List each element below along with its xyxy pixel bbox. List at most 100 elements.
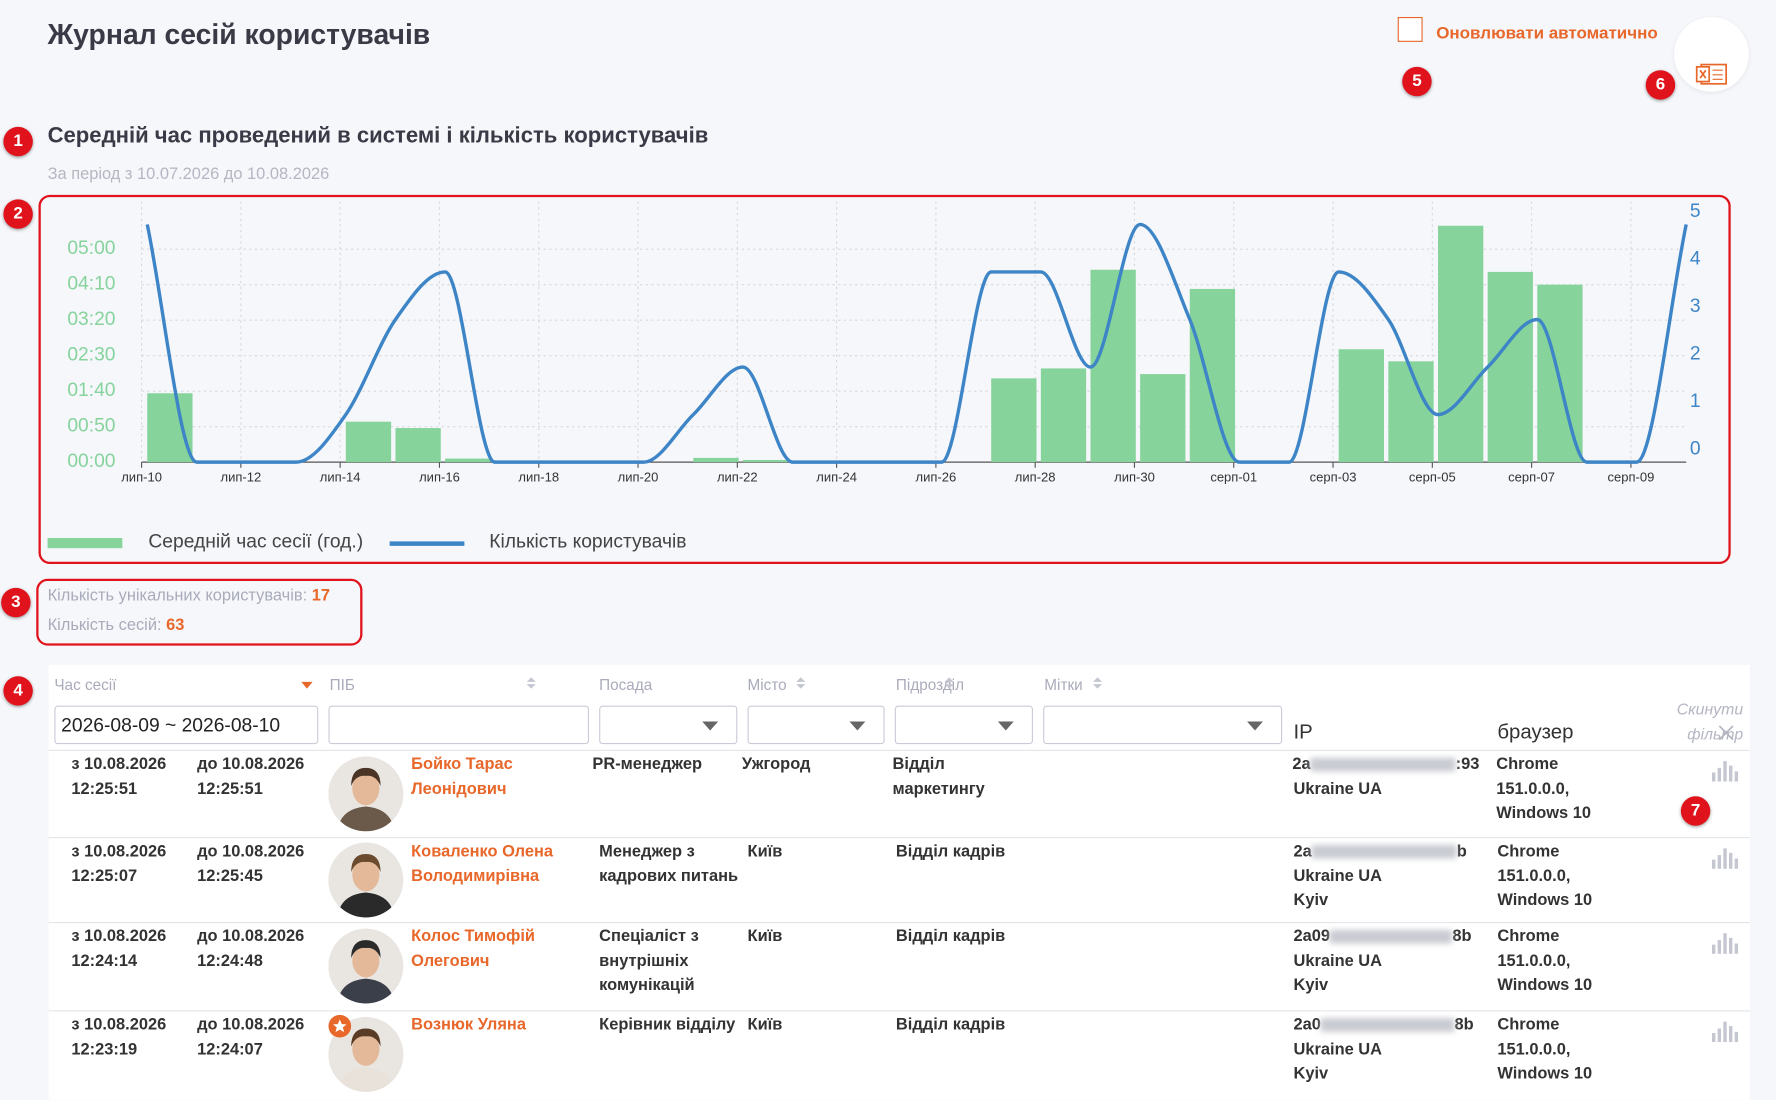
session-end: до 10.08.2026 12:24:48 <box>197 927 305 971</box>
ip-blurred <box>1311 845 1457 859</box>
sessions-table: Час сесії ПІБ Посада Місто Підрозділ Мітки 202… <box>48 664 1750 1100</box>
user-name: Бойко Тарас Леонідович <box>411 755 513 798</box>
sort-icon[interactable] <box>1092 675 1103 691</box>
chart-subtitle: За період з 10.07.2026 до 10.08.2026 <box>47 165 330 184</box>
stats-icon[interactable] <box>1711 1019 1739 1044</box>
browser: Chrome 151.0.0.0, Windows 10 <box>1497 842 1593 910</box>
x-tick-label: лип-12 <box>221 469 262 484</box>
sort-active-icon[interactable] <box>301 681 313 689</box>
city: Київ <box>747 1015 783 1035</box>
reset-icon[interactable] <box>1718 725 1734 741</box>
column-header[interactable]: Місто <box>747 676 787 694</box>
sort-icon[interactable] <box>526 675 537 691</box>
location: Ukraine UA <box>1293 779 1383 798</box>
ip-visible-start: 2a09 <box>1293 927 1331 946</box>
y2-tick-label: 1 <box>1690 391 1701 412</box>
browser: Chrome 151.0.0.0, Windows 10 <box>1496 755 1592 823</box>
y2-tick-label: 5 <box>1690 201 1701 222</box>
ip-visible-start: 2a <box>1293 842 1312 861</box>
y2-tick-label: 4 <box>1690 249 1701 270</box>
bar <box>742 459 789 463</box>
ip-visible-start: 2a0 <box>1293 1015 1321 1035</box>
filter-input[interactable] <box>599 705 738 745</box>
ip-visible-end: 8b <box>1452 927 1472 946</box>
dropdown-arrow[interactable] <box>702 721 719 731</box>
stats-icon[interactable] <box>1711 846 1739 871</box>
department: Відділ маркетингу <box>892 755 985 798</box>
stats-users: Кількість унікальних користувачів: 17 <box>48 587 330 605</box>
x-tick-label: лип-20 <box>618 469 659 484</box>
stats-icon[interactable] <box>1711 759 1739 784</box>
filter-input[interactable] <box>747 705 885 745</box>
x-tick-label: серп-01 <box>1210 469 1257 484</box>
x-tick-label: лип-30 <box>1114 469 1155 484</box>
ip-visible-end: :93 <box>1455 755 1480 774</box>
bar <box>1140 374 1186 463</box>
auto-refresh-label[interactable]: Оновлювати автоматично <box>1436 23 1658 44</box>
x-tick-label: лип-24 <box>816 469 857 484</box>
ip-blurred <box>1320 1018 1455 1033</box>
browser: Chrome 151.0.0.0, Windows 10 <box>1497 1015 1593 1083</box>
x-tick-label: лип-14 <box>320 469 361 484</box>
row-divider <box>48 749 1750 751</box>
y-tick-label: 00:50 <box>67 416 115 437</box>
y-tick-label: 00:00 <box>67 451 115 472</box>
stats-icon[interactable] <box>1711 931 1739 956</box>
avatar <box>328 756 404 831</box>
excel-icon <box>1695 63 1728 85</box>
legend-label: Середній час сесії (год.) <box>148 532 363 553</box>
column-header: IP <box>1293 720 1313 744</box>
y-tick-label: 05:00 <box>67 238 115 259</box>
session-start: з 10.08.2026 12:25:07 <box>71 842 167 886</box>
x-tick-label: лип-22 <box>717 469 758 484</box>
filter-input[interactable] <box>894 705 1033 745</box>
dropdown-arrow[interactable] <box>1247 721 1263 731</box>
annotation-marker: 1 <box>3 126 33 157</box>
ip-address: 2a0 8b <box>1293 1014 1473 1038</box>
annotation-marker: 2 <box>3 199 33 229</box>
location: Ukraine UA Kyiv <box>1293 1040 1383 1083</box>
column-header[interactable]: Час сесії <box>54 676 117 694</box>
user-name: Коваленко Олена Володимирівна <box>411 842 554 886</box>
session-start: з 10.08.2026 12:24:14 <box>71 927 167 971</box>
sort-icon[interactable] <box>795 675 806 691</box>
dropdown-arrow[interactable] <box>849 721 866 731</box>
line <box>145 222 1688 464</box>
x-tick-label: серп-03 <box>1310 469 1357 484</box>
y-tick-label: 03:20 <box>67 309 115 330</box>
location: Ukraine UA Kyiv <box>1293 867 1383 910</box>
bar <box>1388 361 1434 463</box>
x-tick-label: серп-05 <box>1409 469 1456 484</box>
auto-refresh-checkbox[interactable] <box>1397 16 1423 42</box>
stats-sessions-label: Кількість сесій: <box>47 616 162 635</box>
position: Менеджер з кадрових питань <box>599 842 739 886</box>
bar <box>445 458 491 463</box>
sort-icon[interactable] <box>943 675 954 691</box>
date-filter[interactable]: 2026-08-09 ~ 2026-08-10 <box>54 705 319 745</box>
department: Відділ кадрів <box>895 927 1006 946</box>
department: Відділ кадрів <box>895 842 1006 861</box>
annotation-marker: 7 <box>1680 796 1711 826</box>
ip-visible-end: b <box>1456 842 1467 861</box>
x-tick-label: серп-09 <box>1607 469 1654 484</box>
session-start: з 10.08.2026 12:25:51 <box>71 755 167 798</box>
column-header[interactable]: ПІБ <box>329 676 355 694</box>
bar <box>1338 349 1385 463</box>
position: Керівник відділу <box>599 1015 736 1035</box>
filter-input[interactable] <box>328 705 589 745</box>
bar <box>1040 368 1087 463</box>
favorite-badge <box>328 1014 352 1038</box>
row-divider <box>48 921 1750 924</box>
column-header[interactable]: Посада <box>599 676 653 694</box>
city: Київ <box>747 927 783 946</box>
chart: 00:00 00:50 01:40 02:30 03:20 04:10 05:00 0 1 2 3 4… <box>47 201 1701 553</box>
x-tick-label: серп-07 <box>1508 469 1555 484</box>
excel-export-button[interactable] <box>1674 16 1749 92</box>
dropdown-arrow[interactable] <box>997 721 1014 731</box>
stats-sessions-value: 63 <box>166 616 185 635</box>
city: Ужгород <box>741 755 811 774</box>
column-header[interactable]: Мітки <box>1044 676 1083 694</box>
filter-input[interactable] <box>1043 705 1283 745</box>
